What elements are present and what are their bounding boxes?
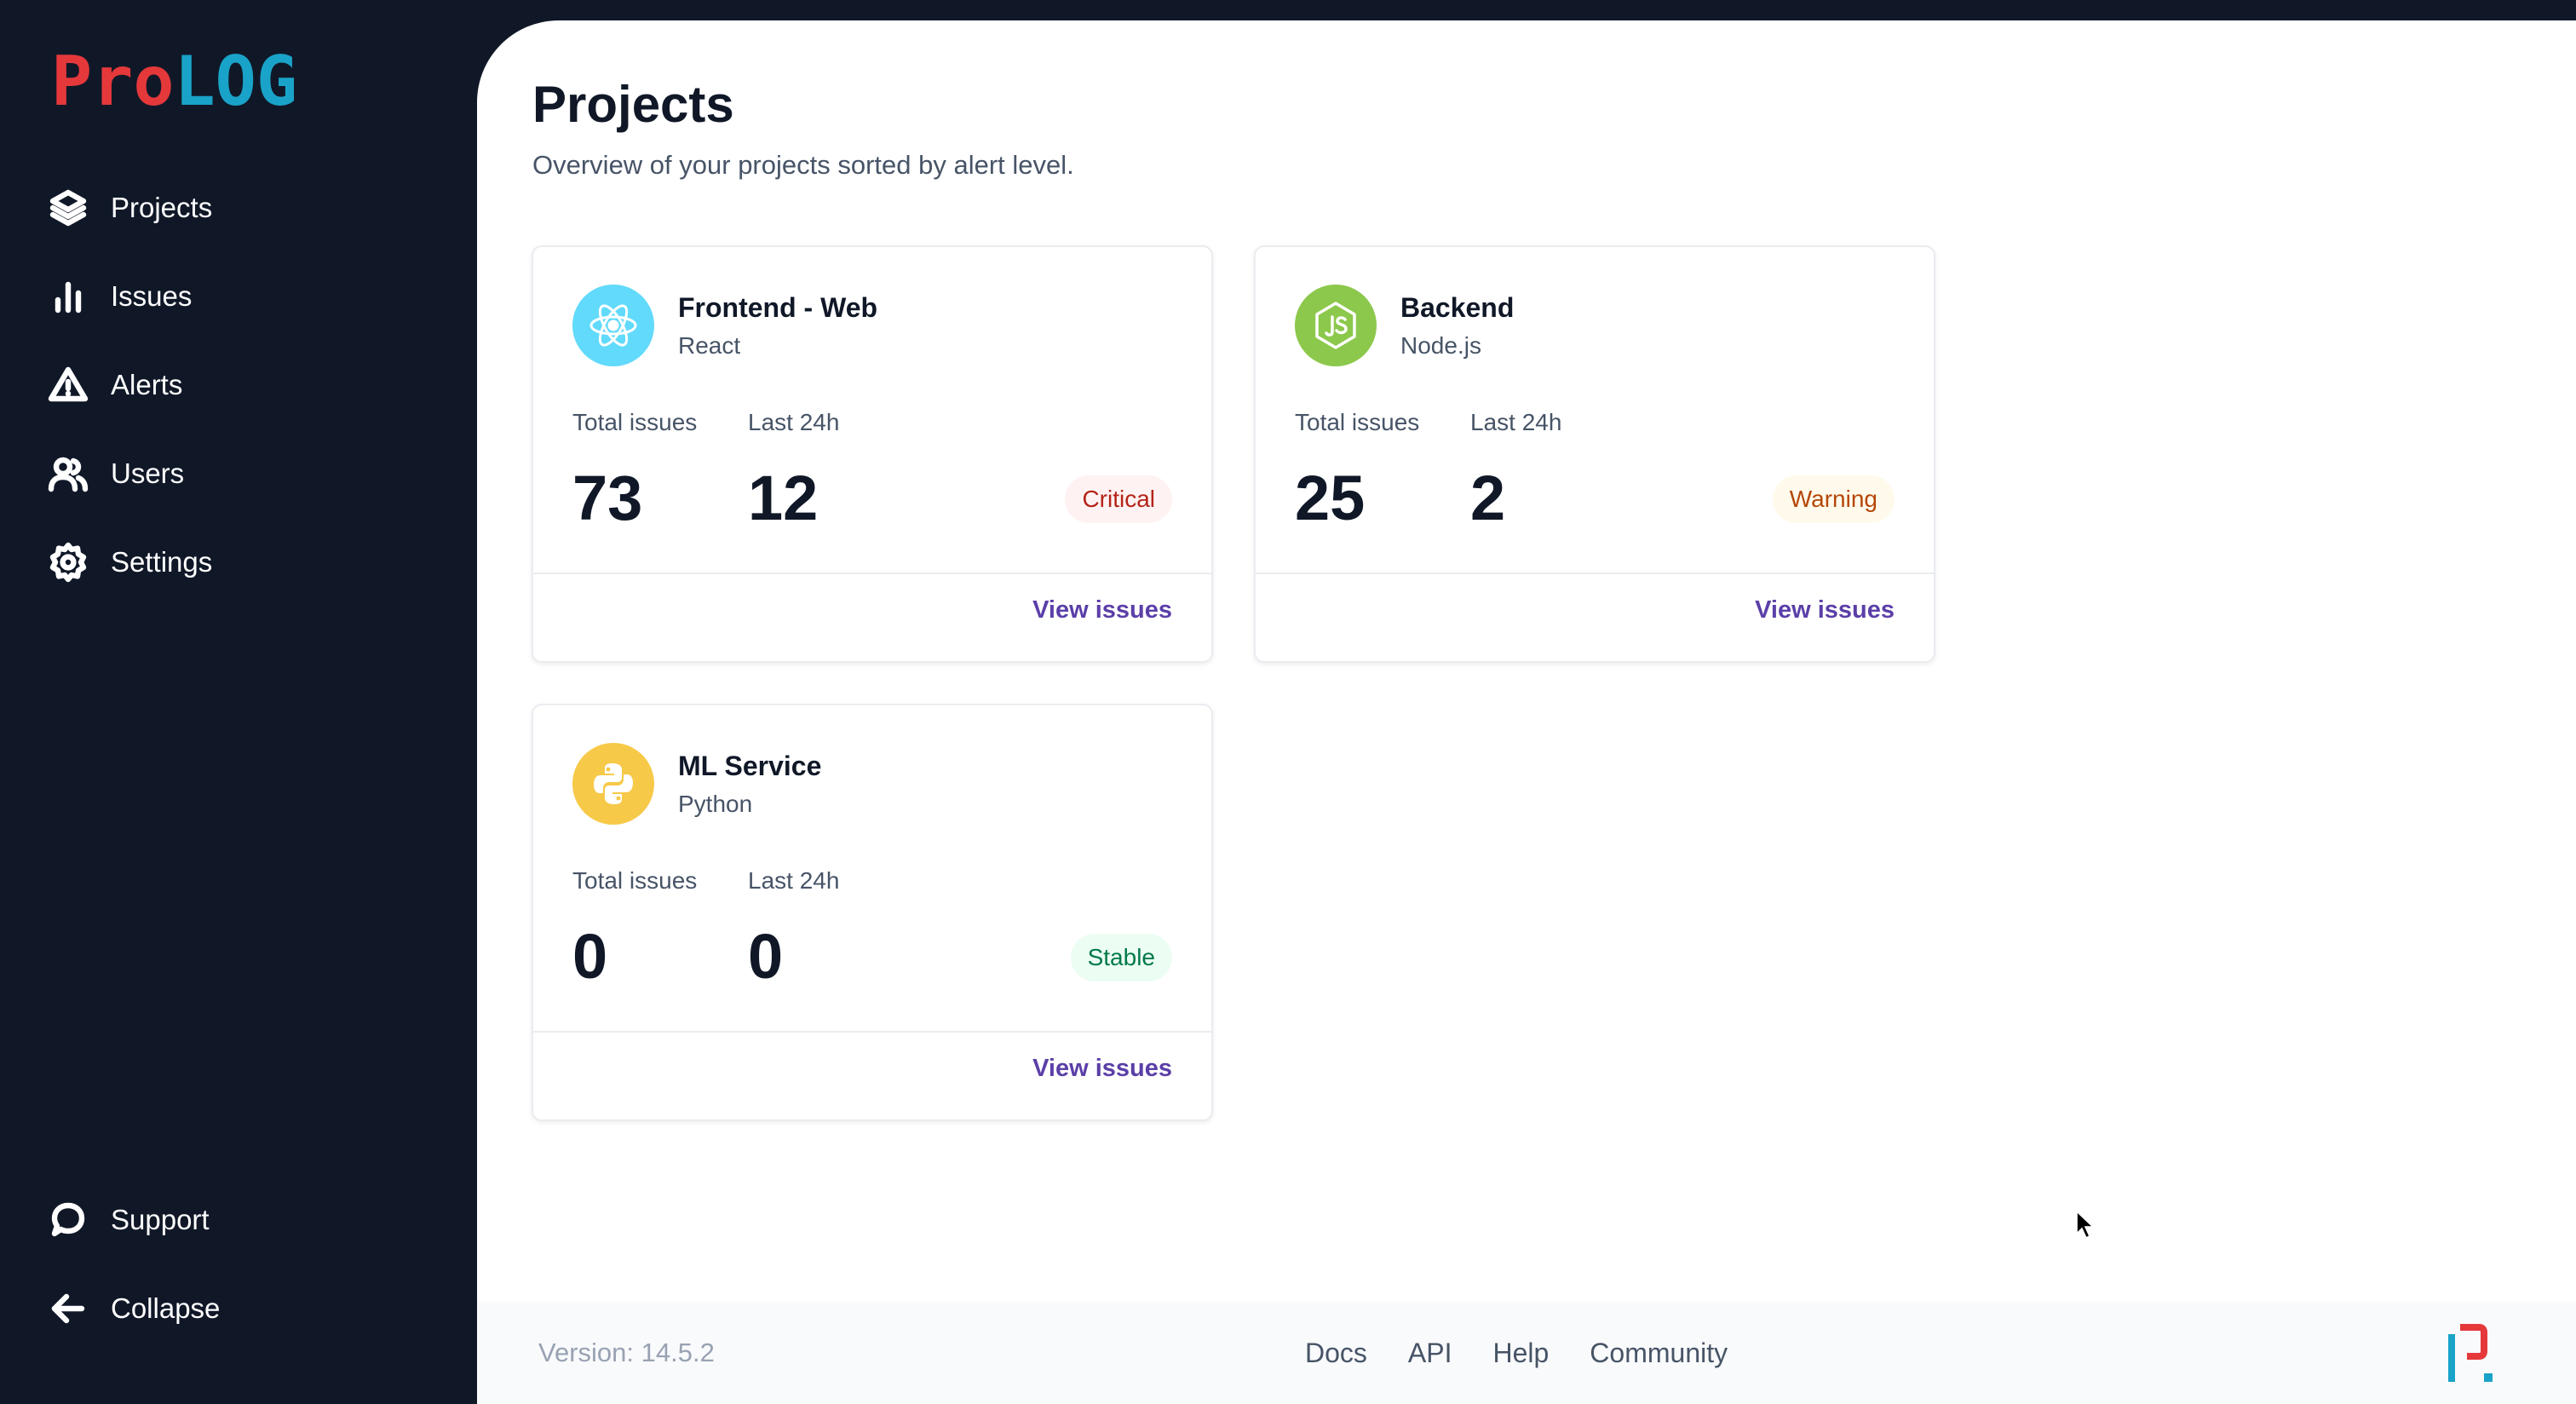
last-24h-value: 12	[748, 463, 819, 533]
bar-chart-icon	[48, 276, 89, 317]
sidebar-item-alerts[interactable]: Alerts	[0, 341, 477, 429]
sidebar-item-issues[interactable]: Issues	[0, 252, 477, 341]
sidebar-item-label: Alerts	[111, 369, 183, 400]
sidebar-item-projects[interactable]: Projects	[0, 164, 477, 252]
last-24h-label: Last 24h	[748, 867, 840, 894]
nodejs-icon	[1295, 285, 1377, 366]
page-title: Projects	[532, 76, 734, 133]
sidebar-item-users[interactable]: Users	[0, 429, 477, 518]
last-24h-label: Last 24h	[1470, 409, 1562, 435]
users-icon	[48, 453, 89, 494]
react-icon	[572, 285, 654, 366]
sidebar-item-support[interactable]: Support	[0, 1176, 477, 1264]
sidebar-item-label: Collapse	[111, 1292, 221, 1324]
last-24h-value: 2	[1470, 463, 1506, 533]
prolog-mark-icon[interactable]	[2445, 1324, 2493, 1385]
project-name: ML Service	[678, 750, 822, 781]
logo-part-pro: Pro	[51, 42, 175, 121]
project-card-header: Backend Node.js	[1295, 285, 1514, 366]
total-issues-label: Total issues	[572, 867, 698, 894]
footer: Version: 14.5.2 Docs API Help Community	[477, 1302, 2576, 1404]
sidebar-item-label: Issues	[111, 280, 193, 312]
footer-link-help[interactable]: Help	[1492, 1338, 1550, 1368]
sidebar-item-label: Support	[111, 1204, 210, 1235]
alert-triangle-icon	[48, 365, 89, 406]
card-divider	[533, 573, 1211, 574]
main-content: Projects Overview of your projects sorte…	[477, 20, 2576, 1404]
total-issues-label: Total issues	[1295, 409, 1420, 435]
project-card-header: Frontend - Web React	[572, 285, 877, 366]
python-icon	[572, 743, 654, 825]
project-name: Backend	[1400, 291, 1515, 323]
status-badge: Critical	[1065, 475, 1172, 523]
sidebar: Pro LOG Projects Issues Alerts	[0, 0, 477, 1404]
version-label: Version: 14.5.2	[538, 1338, 715, 1367]
logo-part-log: LOG	[174, 42, 298, 121]
project-card-header: ML Service Python	[572, 743, 821, 825]
footer-links: Docs API Help Community	[1305, 1338, 1768, 1369]
sidebar-item-collapse[interactable]: Collapse	[0, 1264, 477, 1353]
status-badge: Stable	[1070, 934, 1172, 981]
project-name: Frontend - Web	[678, 291, 878, 323]
status-badge: Warning	[1772, 475, 1895, 523]
sidebar-nav: Projects Issues Alerts Users	[0, 164, 477, 607]
total-issues-value: 73	[572, 463, 643, 533]
last-24h-label: Last 24h	[748, 409, 840, 435]
footer-link-api[interactable]: API	[1407, 1338, 1452, 1368]
total-issues-value: 0	[572, 921, 608, 992]
prolog-logo[interactable]: Pro LOG	[51, 48, 297, 116]
view-issues-link[interactable]: View issues	[1032, 596, 1172, 624]
message-circle-icon	[48, 1200, 89, 1240]
sidebar-bottom-nav: Support Collapse	[0, 1176, 477, 1353]
project-card-ml-service: ML Service Python Total issues Last 24h …	[532, 704, 1213, 1121]
page-subtitle: Overview of your projects sorted by aler…	[532, 150, 1074, 180]
project-tech: Node.js	[1400, 331, 1481, 359]
sidebar-item-label: Users	[111, 457, 185, 489]
total-issues-label: Total issues	[572, 409, 698, 435]
project-card-frontend-web: Frontend - Web React Total issues Last 2…	[532, 245, 1213, 663]
project-tech: React	[678, 331, 741, 359]
card-divider	[1256, 573, 1934, 574]
total-issues-value: 25	[1295, 463, 1366, 533]
sidebar-item-label: Settings	[111, 546, 213, 578]
footer-link-docs[interactable]: Docs	[1305, 1338, 1367, 1368]
sidebar-item-settings[interactable]: Settings	[0, 518, 477, 607]
last-24h-value: 0	[748, 921, 784, 992]
card-divider	[533, 1031, 1211, 1033]
arrow-left-icon	[48, 1288, 89, 1329]
mouse-cursor-icon	[2076, 1210, 2096, 1240]
view-issues-link[interactable]: View issues	[1032, 1055, 1172, 1082]
sidebar-item-label: Projects	[111, 192, 213, 223]
gear-icon	[48, 542, 89, 583]
footer-link-community[interactable]: Community	[1590, 1338, 1728, 1368]
view-issues-link[interactable]: View issues	[1755, 596, 1895, 624]
project-card-backend: Backend Node.js Total issues Last 24h 25…	[1254, 245, 1935, 663]
layers-icon	[48, 187, 89, 228]
project-tech: Python	[678, 790, 753, 817]
